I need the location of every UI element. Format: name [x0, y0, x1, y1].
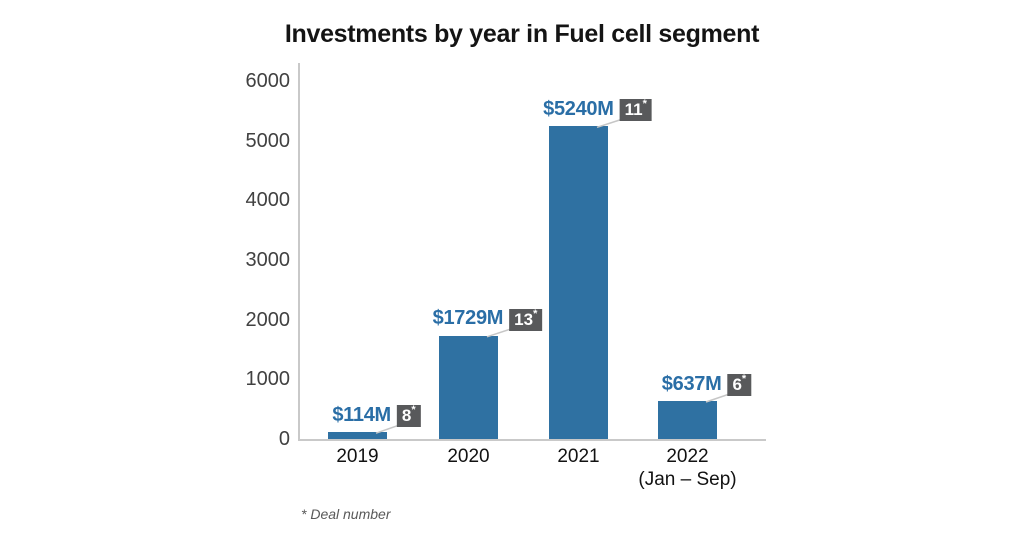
chart-title: Investments by year in Fuel cell segment — [284, 20, 760, 48]
asterisk-marker: * — [741, 373, 747, 385]
bar-label-row: $637M 6* — [661, 372, 752, 396]
y-axis-line — [298, 63, 300, 441]
bar-2019 — [328, 432, 387, 439]
y-axis-tick-label: 1000 — [245, 368, 291, 391]
bar-2020 — [439, 335, 498, 439]
deal-count-badge: 13* — [509, 307, 543, 331]
deal-count-badge: 8* — [396, 404, 421, 428]
x-axis-label-period: (Jan – Sep) — [638, 469, 737, 490]
bar-label-row: $1729M 13* — [433, 307, 543, 331]
bar-value-label: $5240M — [543, 97, 614, 120]
y-axis-tick-label: 5000 — [245, 129, 291, 152]
bar-value-label: $637M — [661, 372, 722, 395]
x-axis-label: 2020 — [447, 445, 489, 468]
x-axis-label-year: 2022 — [666, 446, 709, 467]
x-axis-label-year: 2021 — [557, 446, 600, 467]
bar-2021 — [549, 126, 608, 439]
x-axis-label: 2022 (Jan – Sep) — [638, 445, 736, 491]
x-axis-line — [298, 439, 766, 441]
y-axis-tick-label: 3000 — [245, 249, 291, 271]
y-axis-tick-label: 0 — [278, 428, 290, 450]
bar-2022 — [658, 400, 717, 439]
x-axis-label-year: 2019 — [336, 446, 379, 467]
bar-value-label: $114M — [332, 403, 391, 426]
y-axis-tick-label: 2000 — [245, 308, 291, 331]
deal-count-badge: 6* — [727, 373, 752, 396]
asterisk-marker: * — [533, 307, 538, 320]
footnote: * Deal number — [301, 506, 391, 522]
x-axis-label: 2019 — [336, 445, 378, 468]
asterisk-marker: * — [411, 404, 416, 417]
asterisk-marker: * — [642, 98, 647, 111]
deal-count-badge: 11* — [619, 98, 652, 122]
y-axis-tick-label: 6000 — [245, 70, 291, 92]
x-axis-label: 2021 — [557, 445, 599, 468]
bar-label-row: $114M 8* — [332, 403, 421, 428]
x-axis-label-year: 2020 — [447, 446, 490, 467]
y-axis-tick-label: 4000 — [245, 189, 291, 212]
bar-label-row: $5240M 11* — [543, 97, 652, 122]
bar-value-label: $1729M — [432, 307, 504, 330]
